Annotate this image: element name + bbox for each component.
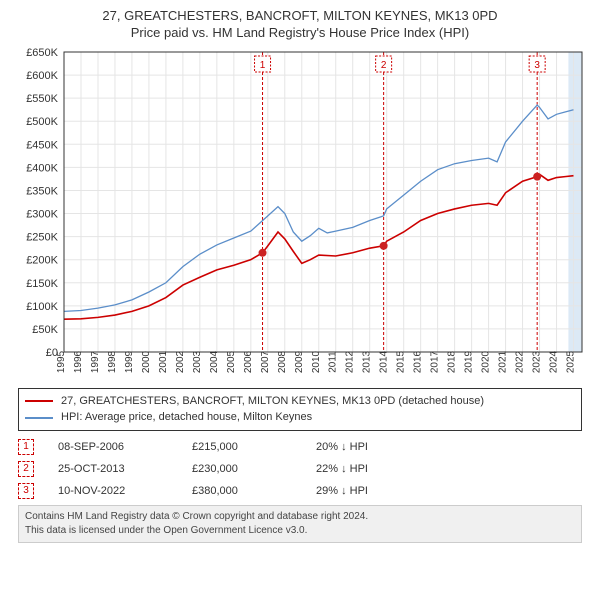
svg-text:2010: 2010	[311, 350, 322, 373]
svg-text:2001: 2001	[158, 350, 169, 373]
sale-date: 08-SEP-2006	[58, 441, 168, 453]
svg-text:2018: 2018	[447, 350, 458, 373]
sale-price: £380,000	[192, 485, 292, 497]
svg-text:2012: 2012	[345, 350, 356, 373]
svg-text:2016: 2016	[413, 350, 424, 373]
svg-text:3: 3	[534, 60, 540, 71]
legend: 27, GREATCHESTERS, BANCROFT, MILTON KEYN…	[18, 388, 582, 431]
svg-text:2023: 2023	[532, 350, 543, 373]
sale-marker-box: 1	[18, 439, 34, 455]
svg-text:2002: 2002	[175, 350, 186, 373]
svg-text:2006: 2006	[243, 350, 254, 373]
svg-text:£100K: £100K	[26, 301, 58, 313]
svg-text:1998: 1998	[107, 350, 118, 373]
chart-title-line1: 27, GREATCHESTERS, BANCROFT, MILTON KEYN…	[14, 8, 586, 25]
svg-text:2003: 2003	[192, 350, 203, 373]
svg-text:£300K: £300K	[26, 208, 58, 220]
svg-text:2014: 2014	[379, 350, 390, 373]
svg-text:2000: 2000	[141, 350, 152, 373]
chart-svg: £0£50K£100K£150K£200K£250K£300K£350K£400…	[14, 48, 586, 378]
footer-line1: Contains HM Land Registry data © Crown c…	[25, 510, 575, 524]
svg-text:£650K: £650K	[26, 48, 58, 59]
sale-delta: 29% ↓ HPI	[316, 485, 436, 497]
sale-date: 25-OCT-2013	[58, 463, 168, 475]
footer-line2: This data is licensed under the Open Gov…	[25, 524, 575, 538]
svg-text:£600K: £600K	[26, 70, 58, 82]
sales-row: 3 10-NOV-2022 £380,000 29% ↓ HPI	[18, 483, 582, 499]
svg-text:2020: 2020	[481, 350, 492, 373]
chart-container: 27, GREATCHESTERS, BANCROFT, MILTON KEYN…	[0, 0, 600, 553]
svg-text:£150K: £150K	[26, 278, 58, 290]
svg-text:2007: 2007	[260, 350, 271, 373]
svg-text:2021: 2021	[498, 350, 509, 373]
svg-text:1: 1	[260, 60, 266, 71]
svg-text:2013: 2013	[362, 350, 373, 373]
sale-marker-box: 3	[18, 483, 34, 499]
svg-text:£400K: £400K	[26, 162, 58, 174]
legend-row: HPI: Average price, detached house, Milt…	[25, 409, 575, 426]
svg-text:£250K: £250K	[26, 231, 58, 243]
svg-text:1997: 1997	[90, 350, 101, 373]
svg-text:£500K: £500K	[26, 116, 58, 128]
svg-text:£450K: £450K	[26, 139, 58, 151]
svg-text:£550K: £550K	[26, 93, 58, 105]
sales-row: 1 08-SEP-2006 £215,000 20% ↓ HPI	[18, 439, 582, 455]
svg-text:2005: 2005	[226, 350, 237, 373]
sales-row: 2 25-OCT-2013 £230,000 22% ↓ HPI	[18, 461, 582, 477]
sale-delta: 22% ↓ HPI	[316, 463, 436, 475]
legend-row: 27, GREATCHESTERS, BANCROFT, MILTON KEYN…	[25, 393, 575, 410]
chart-title-block: 27, GREATCHESTERS, BANCROFT, MILTON KEYN…	[14, 8, 586, 42]
svg-text:2011: 2011	[328, 351, 339, 373]
svg-text:£200K: £200K	[26, 254, 58, 266]
svg-text:2008: 2008	[277, 350, 288, 373]
legend-label: HPI: Average price, detached house, Milt…	[61, 409, 312, 426]
sale-marker-box: 2	[18, 461, 34, 477]
sale-delta: 20% ↓ HPI	[316, 441, 436, 453]
svg-text:1999: 1999	[124, 350, 135, 373]
svg-text:2025: 2025	[566, 350, 577, 373]
svg-text:2024: 2024	[549, 350, 560, 373]
svg-text:£350K: £350K	[26, 185, 58, 197]
svg-text:1995: 1995	[56, 350, 67, 373]
chart-title-line2: Price paid vs. HM Land Registry's House …	[14, 25, 586, 42]
sale-date: 10-NOV-2022	[58, 485, 168, 497]
svg-text:2015: 2015	[396, 350, 407, 373]
sale-price: £230,000	[192, 463, 292, 475]
legend-swatch	[25, 400, 53, 402]
svg-text:2017: 2017	[430, 350, 441, 373]
svg-text:2004: 2004	[209, 350, 220, 373]
svg-text:2: 2	[381, 60, 387, 71]
sales-table: 1 08-SEP-2006 £215,000 20% ↓ HPI 2 25-OC…	[18, 439, 582, 499]
svg-text:2019: 2019	[464, 350, 475, 373]
svg-text:£50K: £50K	[32, 324, 58, 336]
chart-plot: £0£50K£100K£150K£200K£250K£300K£350K£400…	[14, 48, 586, 378]
svg-text:1996: 1996	[73, 350, 84, 373]
footer-note: Contains HM Land Registry data © Crown c…	[18, 505, 582, 543]
sale-price: £215,000	[192, 441, 292, 453]
legend-swatch	[25, 417, 53, 419]
svg-text:2022: 2022	[515, 350, 526, 373]
svg-text:2009: 2009	[294, 350, 305, 373]
legend-label: 27, GREATCHESTERS, BANCROFT, MILTON KEYN…	[61, 393, 484, 410]
